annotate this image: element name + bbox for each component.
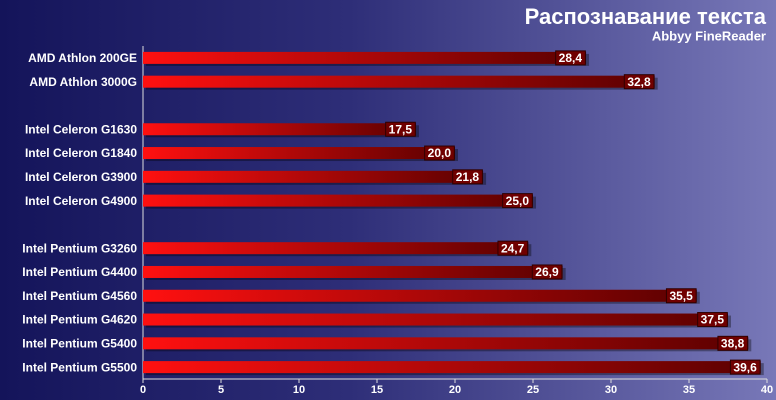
value-label-box bbox=[623, 74, 655, 90]
value-label-box bbox=[697, 312, 728, 328]
value-label: 35,5 bbox=[669, 289, 693, 303]
x-tick-label: 20 bbox=[449, 384, 461, 396]
value-label-box bbox=[531, 264, 563, 280]
value-label: 17,5 bbox=[389, 122, 413, 136]
bar bbox=[143, 170, 484, 183]
y-tick-label: Intel Pentium G4620 bbox=[22, 313, 137, 327]
x-tick-label: 0 bbox=[140, 384, 146, 396]
value-label-box bbox=[502, 193, 533, 209]
value-label: 20,0 bbox=[428, 146, 452, 160]
value-label: 32,8 bbox=[627, 75, 651, 89]
value-label-box bbox=[729, 359, 761, 375]
value-label-box bbox=[665, 288, 697, 304]
x-tick-label: 15 bbox=[371, 384, 383, 396]
bar bbox=[143, 123, 416, 136]
value-label: 25,0 bbox=[506, 194, 530, 208]
y-tick-label: Intel Pentium G5500 bbox=[22, 360, 137, 374]
y-tick-label: Intel Pentium G4560 bbox=[22, 289, 137, 303]
value-label: 21,8 bbox=[456, 170, 480, 184]
bar bbox=[143, 289, 697, 302]
value-label: 39,6 bbox=[733, 360, 757, 374]
value-label: 28,4 bbox=[559, 51, 583, 65]
bar bbox=[143, 361, 761, 374]
y-tick-label: Intel Celeron G1630 bbox=[25, 122, 137, 136]
x-tick-label: 5 bbox=[218, 384, 224, 396]
y-tick-label: Intel Pentium G4400 bbox=[22, 265, 137, 279]
y-tick-label: Intel Pentium G3260 bbox=[22, 241, 137, 255]
bar bbox=[143, 337, 749, 350]
value-label: 37,5 bbox=[701, 313, 725, 327]
chart-title: Распознавание текста bbox=[525, 4, 767, 29]
value-label: 24,7 bbox=[501, 241, 525, 255]
x-tick-label: 25 bbox=[527, 384, 539, 396]
x-tick-label: 30 bbox=[605, 384, 617, 396]
bar bbox=[143, 194, 533, 207]
y-tick-label: Intel Celeron G3900 bbox=[25, 170, 137, 184]
value-label: 38,8 bbox=[721, 336, 745, 350]
x-tick-label: 10 bbox=[293, 384, 305, 396]
x-tick-label: 40 bbox=[761, 384, 773, 396]
y-tick-label: AMD Athlon 200GE bbox=[28, 51, 137, 65]
value-label-box bbox=[555, 50, 586, 66]
y-tick-label: AMD Athlon 3000G bbox=[29, 75, 137, 89]
value-label-box bbox=[424, 145, 455, 161]
bar bbox=[143, 242, 529, 255]
value-label-box bbox=[385, 121, 416, 137]
bar bbox=[143, 75, 655, 88]
value-label: 26,9 bbox=[535, 265, 559, 279]
value-label-box bbox=[452, 169, 483, 185]
bar bbox=[143, 265, 563, 278]
chart-subtitle: Abbyy FineReader bbox=[652, 28, 766, 43]
bar bbox=[143, 51, 587, 64]
y-tick-label: Intel Pentium G5400 bbox=[22, 336, 137, 350]
y-tick-label: Intel Celeron G4900 bbox=[25, 194, 137, 208]
x-tick-label: 35 bbox=[683, 384, 695, 396]
bar bbox=[143, 313, 728, 326]
value-label-box bbox=[497, 240, 529, 256]
y-tick-label: Intel Celeron G1840 bbox=[25, 146, 137, 160]
bar bbox=[143, 147, 455, 160]
value-label-box bbox=[717, 335, 749, 351]
